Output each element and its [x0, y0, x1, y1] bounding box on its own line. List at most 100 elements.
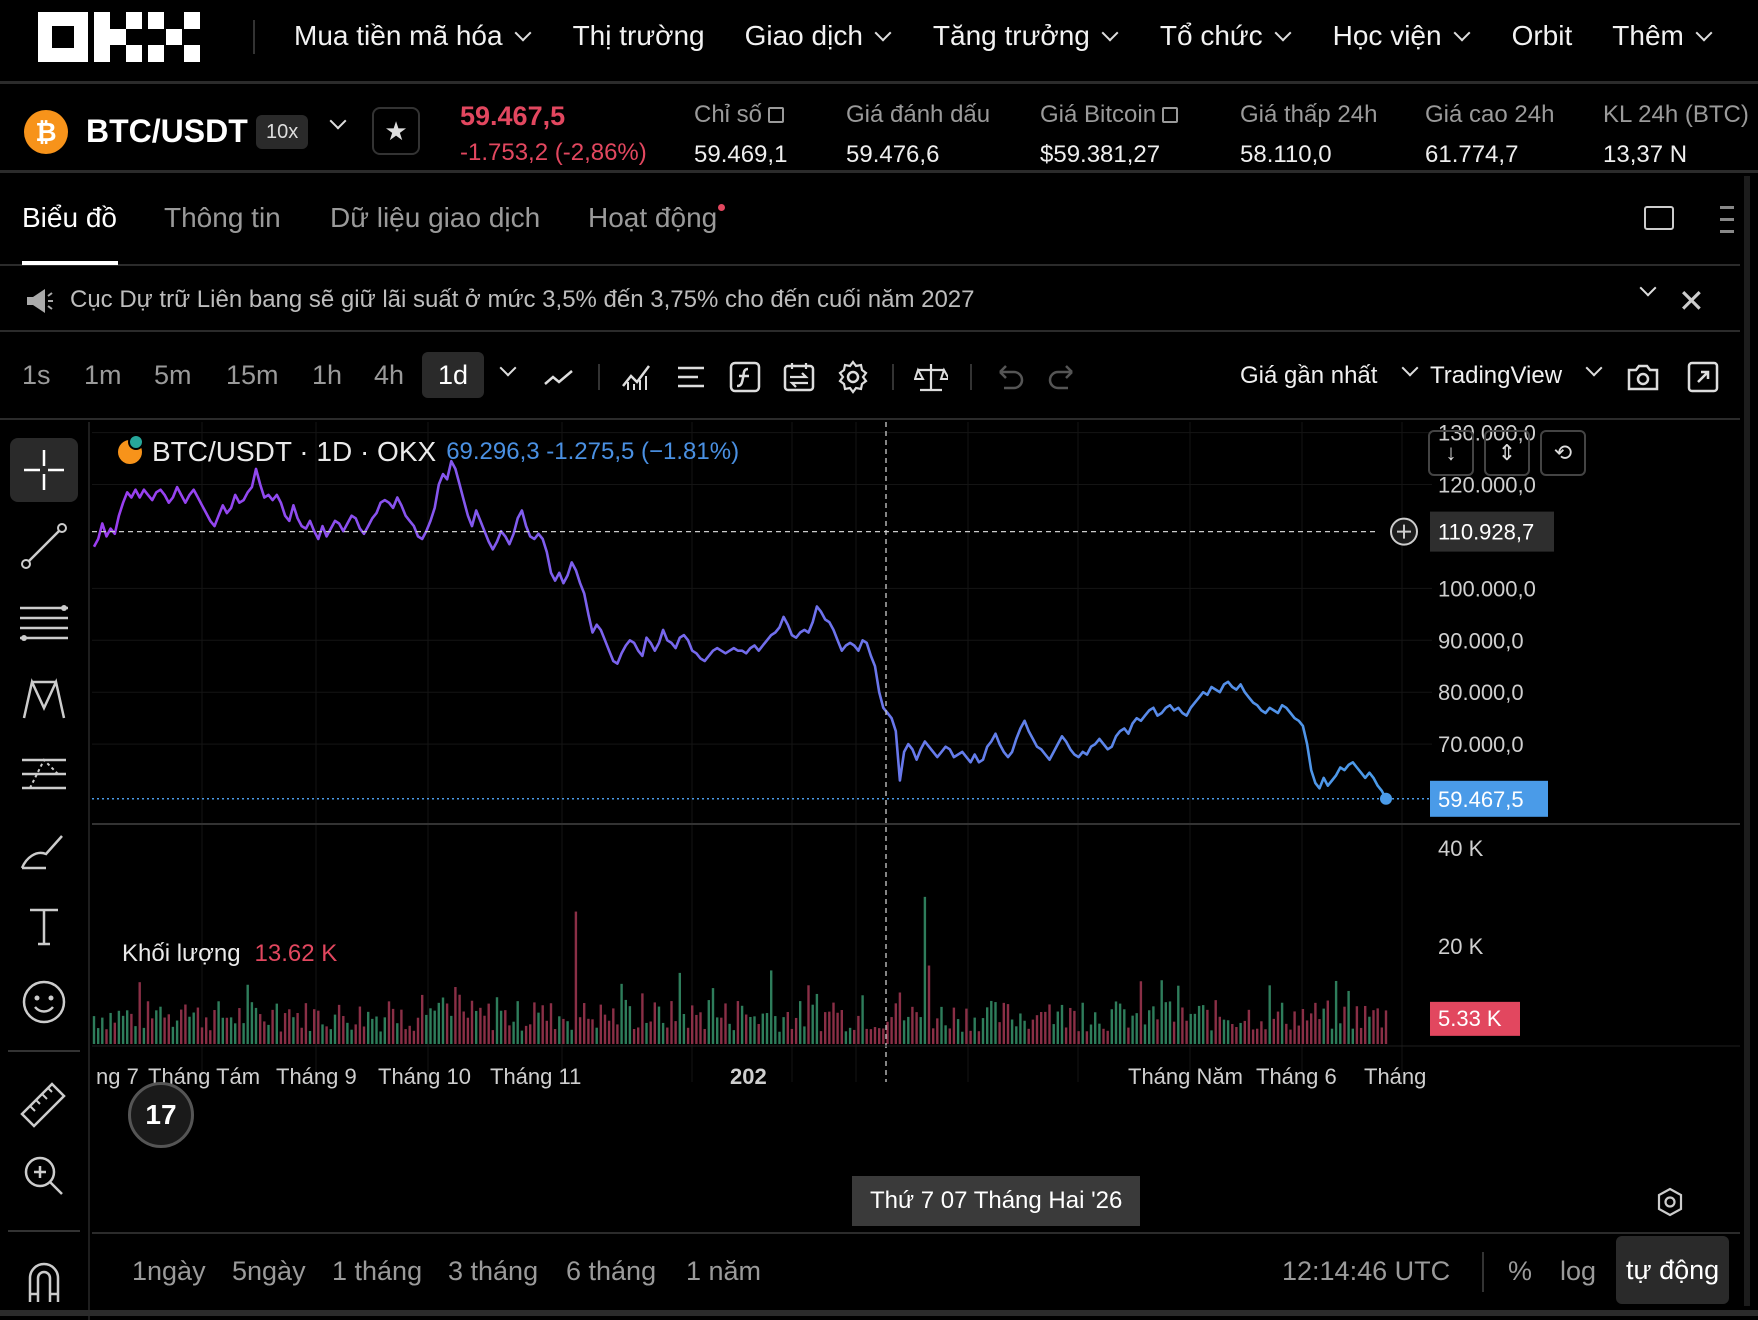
pair-name[interactable]: BTC/USDT	[86, 113, 248, 149]
timeframe-1m[interactable]: 1m	[84, 360, 122, 390]
timeframe-5m[interactable]: 5m	[154, 360, 192, 390]
price-type-select[interactable]: Giá gần nhất	[1240, 362, 1378, 389]
range-button[interactable]: 1 năm	[686, 1256, 762, 1286]
nav-item[interactable]: Orbit	[1512, 20, 1573, 52]
nav-item[interactable]: Tăng trưởng	[933, 20, 1120, 52]
line-chart-type-icon[interactable]	[542, 360, 576, 394]
range-button[interactable]: 1ngày	[132, 1256, 206, 1286]
crosshair-tool-icon[interactable]	[10, 438, 78, 502]
volume-bar	[238, 1008, 241, 1044]
zoom-in-icon[interactable]	[10, 1144, 78, 1208]
chart-engine-select[interactable]: TradingView	[1430, 362, 1563, 389]
nav-item[interactable]: Mua tiền mã hóa	[294, 20, 533, 52]
range-button[interactable]: 1 tháng	[332, 1256, 423, 1286]
formula-icon[interactable]	[728, 360, 762, 394]
range-button[interactable]: 6 tháng	[566, 1256, 657, 1286]
range-button[interactable]: 5ngày	[232, 1256, 306, 1286]
page-scrollbar[interactable]	[1744, 176, 1750, 1306]
nav-item[interactable]: Thêm	[1612, 20, 1714, 52]
announcement-bar: Cục Dự trữ Liên bang sẽ giữ lãi suất ở m…	[0, 268, 1740, 332]
redo-icon[interactable]	[1046, 360, 1080, 394]
volume-bar	[857, 1015, 860, 1044]
log-toggle[interactable]: log	[1560, 1256, 1597, 1286]
external-link-icon[interactable]	[1162, 107, 1179, 123]
stat-label[interactable]: Giá Bitcoin	[1040, 101, 1179, 129]
text-tool-icon[interactable]	[10, 894, 78, 958]
volume-bar	[1106, 1030, 1109, 1044]
tab-activity[interactable]: Hoạt động	[588, 202, 718, 233]
volume-bar	[836, 1012, 839, 1044]
ticker-stat: Giá cao 24h 61.774,7	[1425, 101, 1554, 169]
volume-bar	[1048, 1004, 1051, 1044]
percent-toggle[interactable]: %	[1508, 1256, 1533, 1286]
volume-bar	[1114, 1001, 1118, 1044]
calendar-compare-icon[interactable]	[782, 360, 816, 394]
brush-tool-icon[interactable]	[10, 818, 78, 882]
stat-label: Giá đánh dấu	[846, 101, 991, 128]
timeframe-1d[interactable]: 1d	[422, 352, 485, 398]
volume-bar	[134, 1026, 137, 1044]
layout-list-icon[interactable]	[674, 360, 708, 394]
timeframe-15m[interactable]: 15m	[226, 360, 279, 390]
pattern-tool-icon[interactable]	[10, 666, 78, 730]
window-layout-icon[interactable]	[1644, 206, 1674, 230]
indicators-icon[interactable]	[620, 360, 654, 394]
ruler-tool-icon[interactable]	[10, 1068, 78, 1132]
emoji-tool-icon[interactable]	[10, 970, 78, 1034]
volume-bar	[250, 1002, 254, 1044]
more-menu-icon[interactable]	[1720, 206, 1734, 236]
volume-bar	[840, 1010, 843, 1044]
tab-chart[interactable]: Biểu đồ	[22, 202, 117, 233]
volume-bar	[898, 992, 902, 1044]
trend-line-tool-icon[interactable]	[10, 514, 78, 578]
volume-bar	[886, 1021, 889, 1044]
chart-engine-chevron-icon[interactable]	[1585, 359, 1603, 377]
expand-chevron-icon[interactable]	[1639, 279, 1657, 297]
close-icon[interactable]: ✕	[1678, 283, 1705, 319]
undo-icon[interactable]	[992, 360, 1026, 394]
price-type-chevron-icon[interactable]	[1401, 359, 1419, 377]
fullscreen-icon[interactable]	[1686, 360, 1720, 394]
volume-bar	[126, 1010, 129, 1044]
ticker-stat: Chỉ số 59.469,1	[694, 101, 787, 169]
range-button[interactable]: 3 tháng	[448, 1256, 539, 1286]
tradingview-logo[interactable]: 17	[128, 1082, 194, 1148]
volume-bar	[416, 1017, 420, 1044]
price-chart[interactable]: 130.000,0 120.000,0 100.000,0 90.000,0 80.00…	[80, 421, 1740, 1230]
volume-bar	[367, 1011, 370, 1044]
compare-scale-icon[interactable]	[914, 360, 948, 394]
announcement-text[interactable]: Cục Dự trữ Liên bang sẽ giữ lãi suất ở m…	[70, 286, 975, 313]
nav-item[interactable]: Giao dịch	[745, 20, 893, 52]
timeframe-4h[interactable]: 4h	[374, 360, 405, 390]
auto-toggle[interactable]: tự động	[1616, 1236, 1730, 1304]
time-tick-label: Tháng 11	[490, 1064, 581, 1089]
magnet-tool-icon[interactable]	[10, 1248, 78, 1312]
axis-settings-icon[interactable]	[1654, 1186, 1686, 1218]
okx-logo[interactable]	[38, 12, 200, 62]
tab-trade-data[interactable]: Dữ liệu giao dịch	[330, 202, 541, 233]
tab-info[interactable]: Thông tin	[164, 202, 281, 233]
leverage-badge[interactable]: 10x	[256, 115, 309, 149]
volume-bar	[832, 1002, 835, 1044]
reset-scale-icon[interactable]: ⟲	[1540, 430, 1586, 476]
favorite-star-icon[interactable]: ★	[372, 107, 420, 155]
nav-item[interactable]: Tổ chức	[1160, 20, 1293, 52]
timeframe-1s[interactable]: 1s	[22, 360, 51, 390]
settings-gear-icon[interactable]	[836, 360, 870, 394]
volume-bar	[1202, 1005, 1205, 1044]
fib-levels-tool-icon[interactable]	[10, 590, 78, 654]
external-link-icon[interactable]	[768, 107, 785, 123]
volume-bar	[1098, 1023, 1101, 1044]
prediction-tool-icon[interactable]	[10, 742, 78, 806]
timeframe-dropdown-icon[interactable]	[499, 359, 517, 377]
pair-chevron-down-icon[interactable]	[329, 112, 347, 130]
nav-item[interactable]: Học viện	[1333, 20, 1472, 52]
volume-bar	[1189, 1013, 1192, 1044]
timeframe-1h[interactable]: 1h	[312, 360, 343, 390]
volume-bar	[998, 1022, 1001, 1044]
scroll-down-arrow-icon[interactable]: ↓	[1428, 430, 1474, 476]
stat-label[interactable]: Chỉ số	[694, 101, 787, 129]
nav-item[interactable]: Thị trường	[573, 20, 705, 52]
camera-snapshot-icon[interactable]	[1626, 360, 1660, 394]
collapse-icon[interactable]: ⇕	[1484, 430, 1530, 476]
